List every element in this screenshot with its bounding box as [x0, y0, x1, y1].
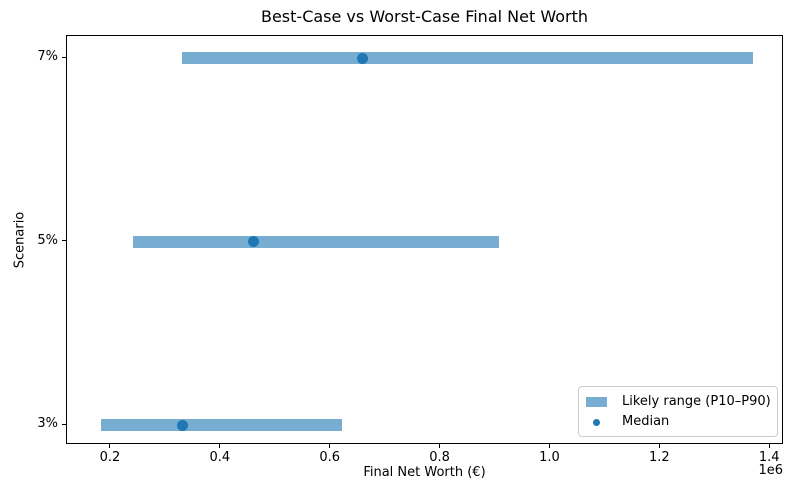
- x-tick-mark: [658, 444, 660, 448]
- x-tick-label: 0.4: [209, 450, 231, 465]
- range-bar-3%: [101, 419, 342, 431]
- y-tick-mark: [62, 423, 66, 425]
- range-bar-7%: [181, 52, 754, 64]
- legend-entry-median: Median: [579, 412, 777, 432]
- x-tick-mark: [439, 444, 441, 448]
- median-dot-3%: [176, 419, 188, 431]
- x-tick-mark: [109, 444, 111, 448]
- x-tick-label: 1.2: [649, 450, 670, 465]
- legend: Likely range (P10–P90) Median: [578, 386, 778, 437]
- y-tick-mark: [62, 56, 66, 58]
- y-tick-label: 3%: [37, 416, 58, 431]
- x-axis-offset-label: 1e6: [758, 463, 783, 478]
- legend-dot-col: [586, 418, 607, 426]
- x-tick-label: 1.4: [758, 450, 780, 465]
- legend-bar-swatch-col: [586, 397, 607, 407]
- x-tick-mark: [219, 444, 221, 448]
- y-tick-label: 5%: [37, 232, 58, 248]
- legend-entry-range: Likely range (P10–P90): [579, 392, 777, 412]
- plot-area: [66, 35, 783, 444]
- median-dot-5%: [248, 236, 260, 247]
- x-tick-mark: [768, 444, 770, 448]
- median-dot-icon: [593, 418, 600, 426]
- y-tick-mark: [62, 240, 66, 241]
- x-axis-label: Final Net Worth (€): [363, 465, 486, 480]
- y-tick-label: 7%: [37, 49, 58, 64]
- legend-label-median: Median: [622, 414, 670, 429]
- x-tick-label: 0.8: [429, 450, 450, 465]
- x-tick-mark: [329, 444, 331, 448]
- range-bar-swatch-icon: [586, 397, 607, 407]
- legend-label-range: Likely range (P10–P90): [622, 394, 771, 409]
- x-tick-label: 1.0: [539, 450, 560, 465]
- x-tick-label: 0.2: [99, 450, 121, 465]
- x-tick-mark: [548, 444, 550, 448]
- range-bar-5%: [132, 235, 499, 248]
- median-dot-7%: [357, 52, 369, 64]
- x-tick-label: 0.6: [319, 450, 341, 465]
- chart-title: Best-Case vs Worst-Case Final Net Worth: [260, 7, 588, 26]
